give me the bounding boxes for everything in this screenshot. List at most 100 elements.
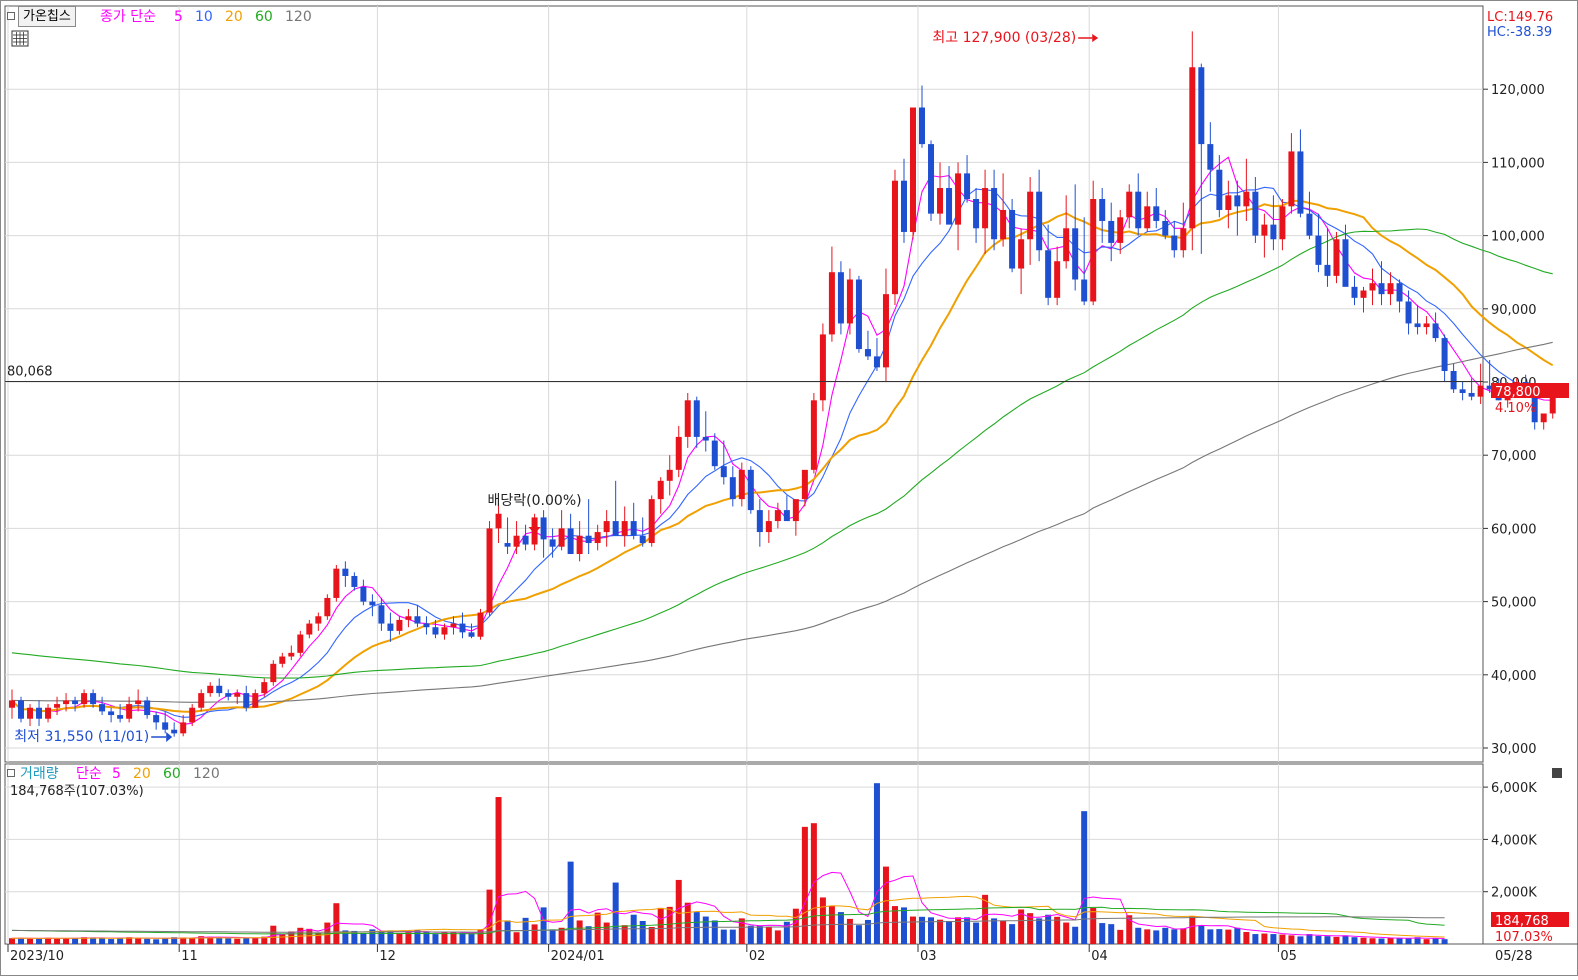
volume-bar [1000, 920, 1007, 944]
volume-panel-close-icon[interactable] [1552, 768, 1562, 778]
volume-bar [225, 938, 232, 944]
volume-bar [1099, 923, 1106, 944]
candle-body [937, 188, 944, 214]
candle-body [279, 656, 286, 664]
candle-body [1261, 224, 1268, 236]
volume-bar [441, 932, 448, 944]
volume-bar [45, 937, 52, 944]
candle-body [306, 623, 313, 635]
volume-bar [423, 931, 430, 944]
volume-bar [675, 879, 682, 944]
candle-body [774, 510, 781, 522]
candle-body [396, 619, 403, 631]
volume-ma-legend-20: 20 [133, 766, 151, 782]
candle-body [126, 704, 133, 719]
x-axis-label: 2023/10 [10, 949, 64, 964]
volume-bar [1126, 915, 1133, 944]
candle-body [630, 521, 637, 536]
volume-bar [720, 929, 727, 944]
candle-body [297, 634, 304, 653]
ma-legend-120: 120 [285, 9, 312, 25]
candle-body [1162, 220, 1169, 236]
volume-bar [360, 933, 367, 944]
volume-bar [1252, 934, 1259, 944]
candle-body [765, 521, 772, 533]
dividend-arrow-icon [528, 527, 541, 534]
x-axis-label: 11 [181, 949, 198, 964]
volume-bar [819, 897, 826, 944]
candle-body [1459, 389, 1466, 393]
volume-bar [81, 937, 88, 944]
volume-bar [1207, 929, 1214, 944]
volume-bar [1306, 934, 1313, 944]
candle-body [621, 521, 628, 536]
volume-bar [1342, 935, 1349, 944]
x-axis-label: 03 [920, 949, 937, 964]
candle-body [783, 510, 790, 522]
candle-body [603, 521, 610, 533]
volume-bar [315, 933, 322, 944]
x-axis-label: 2024/01 [551, 949, 605, 964]
candle-body [558, 528, 565, 547]
volume-bar [504, 920, 511, 944]
volume-bar [1432, 938, 1439, 944]
candle-body [27, 707, 34, 719]
volume-bar [693, 912, 700, 944]
volume-bar [657, 907, 664, 944]
volume-bar [648, 927, 655, 944]
price-tick-label: 50,000 [1491, 596, 1537, 611]
candle-body [117, 715, 124, 719]
candle-body [1243, 191, 1250, 207]
volume-bar [1288, 935, 1295, 944]
reference-line-label: 80,068 [7, 365, 53, 380]
current-volume-label: 184,768 [1495, 914, 1549, 929]
volume-bar [171, 937, 178, 944]
candle-body [1108, 220, 1115, 243]
candle-body [351, 575, 358, 587]
candle-body [198, 693, 205, 708]
candle-body [955, 173, 962, 225]
ma-legend-20: 20 [225, 9, 243, 25]
price-tick-label: 110,000 [1491, 156, 1545, 171]
candle-body [1531, 392, 1538, 423]
candle-body [450, 623, 457, 628]
hc-readout: HC:-38.39 [1487, 25, 1552, 40]
volume-bar [991, 918, 998, 944]
candle-body [1252, 191, 1259, 236]
high-annotation: 최고 127,900 (03/28) [932, 30, 1076, 46]
candle-body [1342, 239, 1349, 287]
candle-body [702, 436, 709, 441]
candle-body [216, 685, 223, 694]
candle-body [1324, 264, 1331, 276]
candle-body [495, 513, 502, 529]
ma-legend-5: 5 [174, 9, 183, 25]
candle-body [1414, 323, 1421, 328]
volume-bar [1108, 924, 1115, 944]
volume-bar [1036, 918, 1043, 944]
price-tick-label: 120,000 [1491, 83, 1545, 98]
volume-bar [72, 938, 79, 944]
volume-bar [982, 894, 989, 944]
volume-bar [153, 939, 160, 944]
ma-legend-60: 60 [255, 9, 273, 25]
volume-bar [198, 936, 205, 944]
candle-body [1369, 283, 1376, 291]
volume-bar [540, 907, 547, 944]
price-tick-label: 70,000 [1491, 449, 1537, 464]
volume-bar [864, 919, 871, 944]
candle-body [1126, 191, 1133, 218]
volume-bar [630, 914, 637, 944]
candle-body [1045, 250, 1052, 298]
volume-bar [774, 930, 781, 944]
volume-bar [946, 920, 953, 944]
dividend-annotation: 배당락(0.00%) [488, 493, 582, 509]
candle-body [873, 356, 880, 368]
candle-body [964, 173, 971, 199]
candle-body [162, 722, 169, 730]
volume-bar [324, 922, 331, 944]
volume-bar [351, 930, 358, 944]
candle-body [1144, 206, 1151, 229]
stock-name-button[interactable]: 가온칩스 [18, 6, 76, 27]
volume-bar [576, 920, 583, 944]
